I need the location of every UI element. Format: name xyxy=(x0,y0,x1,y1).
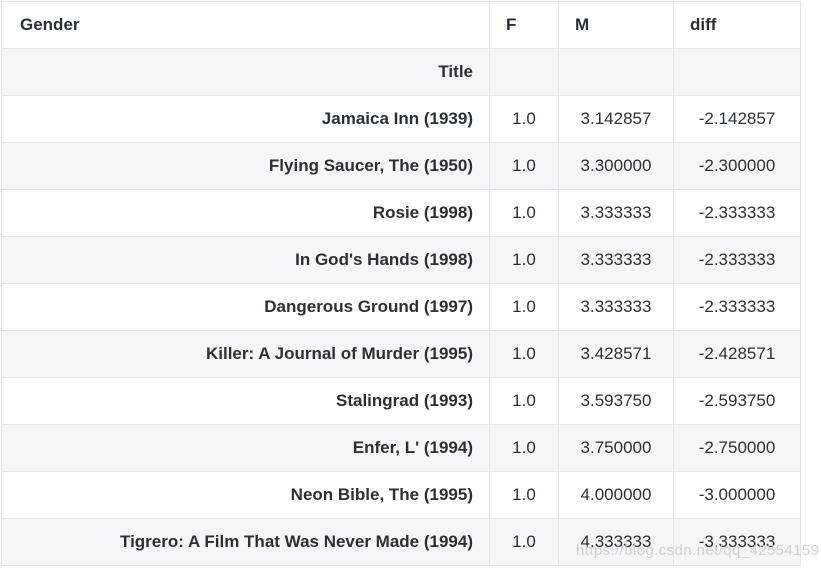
row-title-cell: Neon Bible, The (1995) xyxy=(1,471,490,519)
value-cell-m: 3.142857 xyxy=(558,95,674,143)
row-title-cell: Flying Saucer, The (1950) xyxy=(1,142,490,190)
value-cell-m: 4.000000 xyxy=(558,471,674,519)
value-cell-diff: -2.428571 xyxy=(673,330,801,378)
value-cell-f: 1.0 xyxy=(489,518,559,566)
table-row: Enfer, L' (1994) 1.0 3.750000 -2.750000 xyxy=(1,424,801,472)
value-cell-f: 1.0 xyxy=(489,236,559,284)
value-cell-m: 3.333333 xyxy=(558,236,674,284)
value-cell-m: 3.333333 xyxy=(558,283,674,331)
value-cell-diff: -2.333333 xyxy=(673,189,801,237)
value-cell-diff: -2.333333 xyxy=(673,236,801,284)
value-cell-diff: -2.333333 xyxy=(673,283,801,331)
value-cell-f: 1.0 xyxy=(489,95,559,143)
row-title-cell: Enfer, L' (1994) xyxy=(1,424,490,472)
table-row: Tigrero: A Film That Was Never Made (199… xyxy=(1,518,801,566)
table-header: Gender F M diff Title xyxy=(1,1,801,96)
value-cell-diff: -2.300000 xyxy=(673,142,801,190)
table-row: Neon Bible, The (1995) 1.0 4.000000 -3.0000… xyxy=(1,471,801,519)
value-cell-m: 4.333333 xyxy=(558,518,674,566)
value-cell-diff: -2.142857 xyxy=(673,95,801,143)
row-title-cell: Tigrero: A Film That Was Never Made (199… xyxy=(1,518,490,566)
row-title-cell: Killer: A Journal of Murder (1995) xyxy=(1,330,490,378)
row-title-cell: Stalingrad (1993) xyxy=(1,377,490,425)
value-cell-f: 1.0 xyxy=(489,330,559,378)
columns-header-row: Gender F M diff xyxy=(1,1,801,49)
value-cell-m: 3.300000 xyxy=(558,142,674,190)
dataframe-table: Gender F M diff Title Jamaica Inn (1939)… xyxy=(1,1,801,566)
value-cell-f: 1.0 xyxy=(489,471,559,519)
table-row: Flying Saucer, The (1950) 1.0 3.300000 -2.3… xyxy=(1,142,801,190)
table-row: In God's Hands (1998) 1.0 3.333333 -2.33333… xyxy=(1,236,801,284)
empty-cell xyxy=(489,48,559,96)
value-cell-m: 3.593750 xyxy=(558,377,674,425)
index-name-row: Title xyxy=(1,48,801,96)
row-title-cell: Dangerous Ground (1997) xyxy=(1,283,490,331)
value-cell-diff: -3.000000 xyxy=(673,471,801,519)
empty-cell xyxy=(558,48,674,96)
value-cell-f: 1.0 xyxy=(489,283,559,331)
column-header-m: M xyxy=(558,1,674,49)
empty-cell xyxy=(673,48,801,96)
value-cell-f: 1.0 xyxy=(489,142,559,190)
value-cell-m: 3.333333 xyxy=(558,189,674,237)
column-header-f: F xyxy=(489,1,559,49)
value-cell-f: 1.0 xyxy=(489,189,559,237)
table-row: Dangerous Ground (1997) 1.0 3.333333 -2.333… xyxy=(1,283,801,331)
column-header-diff: diff xyxy=(673,1,801,49)
table-row: Stalingrad (1993) 1.0 3.593750 -2.593750 xyxy=(1,377,801,425)
index-name-cell-title: Title xyxy=(1,48,490,96)
table-row: Rosie (1998) 1.0 3.333333 -2.333333 xyxy=(1,189,801,237)
value-cell-m: 3.428571 xyxy=(558,330,674,378)
columns-name-cell-gender: Gender xyxy=(1,1,490,49)
value-cell-diff: -3.333333 xyxy=(673,518,801,566)
value-cell-f: 1.0 xyxy=(489,424,559,472)
table-row: Killer: A Journal of Murder (1995) 1.0 3.4… xyxy=(1,330,801,378)
row-title-cell: Rosie (1998) xyxy=(1,189,490,237)
row-title-cell: In God's Hands (1998) xyxy=(1,236,490,284)
table-row: Jamaica Inn (1939) 1.0 3.142857 -2.142857 xyxy=(1,95,801,143)
row-title-cell: Jamaica Inn (1939) xyxy=(1,95,490,143)
value-cell-m: 3.750000 xyxy=(558,424,674,472)
value-cell-f: 1.0 xyxy=(489,377,559,425)
value-cell-diff: -2.750000 xyxy=(673,424,801,472)
table-body: Jamaica Inn (1939) 1.0 3.142857 -2.142857 Fl… xyxy=(1,95,801,566)
value-cell-diff: -2.593750 xyxy=(673,377,801,425)
